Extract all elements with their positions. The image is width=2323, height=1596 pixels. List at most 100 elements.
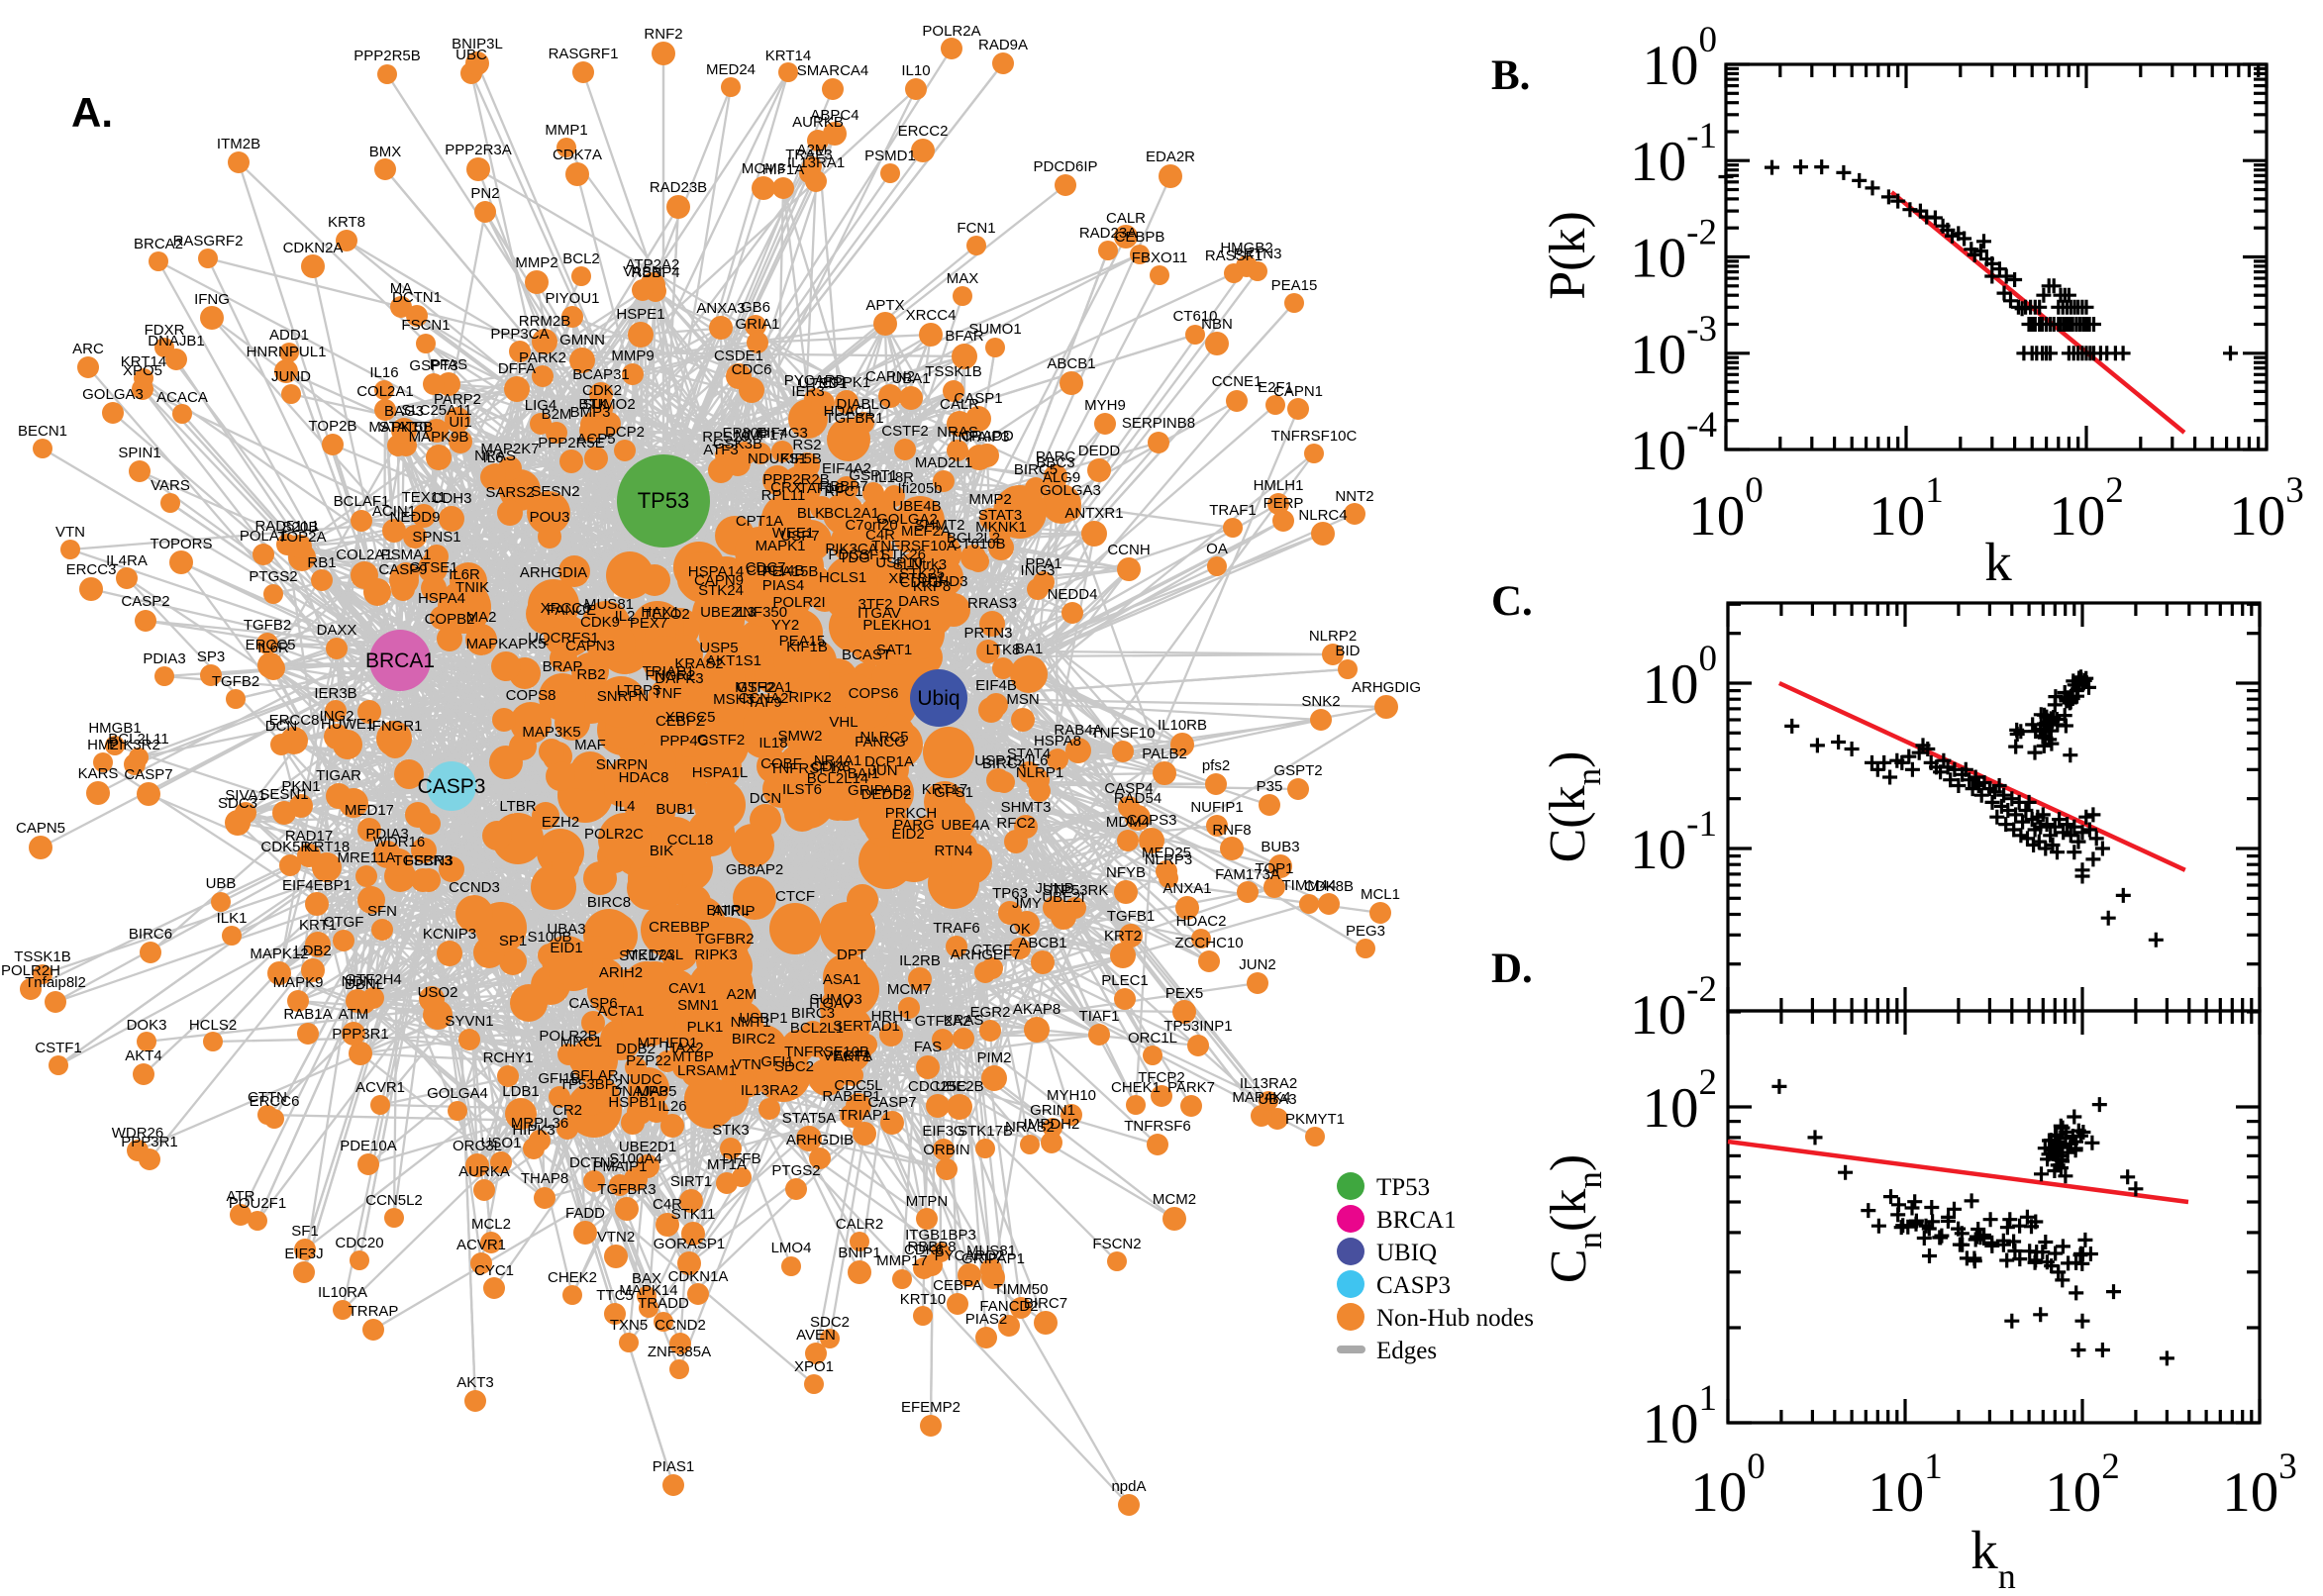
svg-text:LTBR: LTBR bbox=[499, 798, 536, 815]
svg-text:BCAST: BCAST bbox=[842, 647, 891, 663]
svg-text:SMARCA4: SMARCA4 bbox=[797, 62, 869, 79]
svg-text:SIRT1: SIRT1 bbox=[670, 1173, 712, 1190]
svg-text:TNIK: TNIK bbox=[455, 579, 489, 596]
svg-text:BRCA2: BRCA2 bbox=[134, 236, 183, 252]
svg-text:NLRC5: NLRC5 bbox=[859, 729, 908, 746]
svg-text:HDAC8: HDAC8 bbox=[619, 769, 669, 786]
svg-text:CDK6: CDK6 bbox=[904, 1242, 944, 1258]
svg-text:ATF3: ATF3 bbox=[703, 442, 739, 458]
svg-text:UTED1: UTED1 bbox=[798, 375, 847, 392]
svg-text:MAPK1: MAPK1 bbox=[756, 538, 806, 554]
svg-text:WDR26: WDR26 bbox=[112, 1125, 164, 1142]
svg-text:COPB2: COPB2 bbox=[425, 611, 475, 628]
svg-text:IL26: IL26 bbox=[657, 1098, 686, 1115]
svg-text:CDC25C: CDC25C bbox=[908, 1078, 967, 1095]
svg-text:JUN2: JUN2 bbox=[1239, 956, 1276, 973]
svg-text:BNIPL: BNIPL bbox=[706, 902, 749, 919]
svg-text:BID: BID bbox=[1335, 643, 1360, 659]
svg-text:IFNGR1: IFNGR1 bbox=[367, 718, 422, 735]
svg-text:TELO2: TELO2 bbox=[643, 606, 690, 623]
svg-text:BIRC3: BIRC3 bbox=[791, 1005, 835, 1022]
svg-text:PEX5: PEX5 bbox=[1165, 985, 1203, 1002]
svg-text:HSPA4: HSPA4 bbox=[418, 590, 465, 607]
svg-text:HSPA8: HSPA8 bbox=[1034, 733, 1081, 749]
svg-text:TGFB2: TGFB2 bbox=[244, 617, 291, 634]
svg-text:BRCA1: BRCA1 bbox=[1376, 1207, 1457, 1234]
svg-text:CALR: CALR bbox=[1106, 210, 1146, 227]
svg-text:ANTXR1: ANTXR1 bbox=[1064, 505, 1123, 522]
svg-text:NDN: NDN bbox=[342, 973, 374, 990]
svg-text:IL6: IL6 bbox=[1028, 752, 1049, 769]
svg-text:EFEMP2: EFEMP2 bbox=[901, 1399, 960, 1416]
svg-text:XRCC5: XRCC5 bbox=[665, 709, 716, 726]
svg-text:SNRPN: SNRPN bbox=[597, 688, 650, 705]
svg-text:RPS29: RPS29 bbox=[702, 429, 750, 446]
svg-text:DCTN1: DCTN1 bbox=[392, 289, 442, 306]
svg-text:AKT1S1: AKT1S1 bbox=[706, 652, 761, 669]
svg-text:CYC1: CYC1 bbox=[474, 1262, 514, 1279]
svg-text:BFAR: BFAR bbox=[945, 328, 983, 345]
svg-text:PPP2R5B: PPP2R5B bbox=[354, 48, 421, 64]
svg-text:TRRAP: TRRAP bbox=[349, 1303, 399, 1320]
svg-text:PFAS: PFAS bbox=[430, 356, 467, 373]
svg-text:MED17: MED17 bbox=[345, 802, 394, 819]
svg-text:IL13RA2: IL13RA2 bbox=[741, 1082, 798, 1099]
svg-text:PPP3CA: PPP3CA bbox=[490, 326, 549, 343]
svg-text:FANCE: FANCE bbox=[547, 602, 596, 619]
svg-text:ATRIP: ATRIP bbox=[712, 903, 755, 920]
svg-text:TOP2B: TOP2B bbox=[309, 418, 357, 435]
svg-text:USP10: USP10 bbox=[875, 554, 923, 571]
svg-text:UBB: UBB bbox=[206, 875, 237, 892]
svg-text:TRIAP1: TRIAP1 bbox=[839, 1107, 891, 1124]
svg-text:MT1A: MT1A bbox=[707, 1156, 747, 1173]
svg-text:DAPK3: DAPK3 bbox=[655, 670, 703, 687]
svg-text:UBE4A: UBE4A bbox=[941, 817, 989, 834]
svg-text:MYH10: MYH10 bbox=[1047, 1087, 1096, 1104]
svg-text:PPP4C: PPP4C bbox=[659, 733, 708, 749]
svg-text:CDH3: CDH3 bbox=[432, 490, 472, 507]
svg-text:ATM: ATM bbox=[339, 1006, 369, 1023]
svg-text:SPIN1: SPIN1 bbox=[118, 445, 160, 461]
svg-text:EIF4EBP1: EIF4EBP1 bbox=[282, 877, 352, 894]
svg-text:CHD3: CHD3 bbox=[928, 573, 968, 590]
svg-text:SUMO3: SUMO3 bbox=[809, 991, 861, 1008]
svg-text:EID2: EID2 bbox=[891, 826, 924, 843]
svg-text:EDA2R: EDA2R bbox=[1146, 149, 1195, 165]
svg-text:ACACA: ACACA bbox=[156, 389, 208, 406]
svg-text:PIM2: PIM2 bbox=[976, 1049, 1011, 1066]
svg-text:TAF9: TAF9 bbox=[747, 694, 782, 711]
svg-text:MAF: MAF bbox=[574, 737, 606, 753]
svg-text:EIF3G: EIF3G bbox=[922, 1123, 964, 1140]
svg-text:CDK8: CDK8 bbox=[811, 758, 851, 775]
svg-text:DNAJA3: DNAJA3 bbox=[611, 1083, 668, 1100]
svg-text:DARS: DARS bbox=[898, 593, 940, 610]
svg-text:DNAJB1: DNAJB1 bbox=[148, 333, 205, 349]
svg-text:PIAS4: PIAS4 bbox=[762, 577, 805, 594]
svg-text:Ifi205b: Ifi205b bbox=[897, 480, 942, 497]
svg-text:TRADD: TRADD bbox=[638, 1295, 689, 1312]
svg-text:GTF2A2: GTF2A2 bbox=[915, 1013, 971, 1030]
svg-text:EPPK1: EPPK1 bbox=[823, 374, 870, 391]
svg-text:RCHY1: RCHY1 bbox=[483, 1049, 534, 1066]
svg-text:PIYOU1: PIYOU1 bbox=[545, 290, 599, 307]
svg-text:CEBPA: CEBPA bbox=[933, 1277, 982, 1294]
svg-text:ITGAV: ITGAV bbox=[809, 995, 853, 1012]
svg-text:MYH9: MYH9 bbox=[1084, 397, 1126, 414]
svg-text:TP53: TP53 bbox=[638, 488, 690, 513]
svg-text:CFLAR: CFLAR bbox=[569, 1067, 618, 1084]
svg-text:DPT: DPT bbox=[837, 947, 866, 963]
svg-text:COBF: COBF bbox=[760, 755, 802, 772]
svg-text:SDC2: SDC2 bbox=[810, 1314, 850, 1331]
svg-text:PPP3R1: PPP3R1 bbox=[332, 1026, 389, 1043]
svg-text:CASP7: CASP7 bbox=[124, 766, 172, 783]
svg-text:BCL2L1: BCL2L1 bbox=[790, 1020, 844, 1037]
svg-text:CCND2: CCND2 bbox=[655, 1317, 706, 1334]
svg-text:BNIP3L: BNIP3L bbox=[452, 36, 503, 52]
svg-text:NEDD4: NEDD4 bbox=[1048, 586, 1098, 603]
svg-text:ALG9: ALG9 bbox=[1043, 469, 1080, 486]
svg-text:PEX7: PEX7 bbox=[630, 615, 667, 632]
svg-text:TNFRSF6: TNFRSF6 bbox=[1124, 1118, 1191, 1135]
svg-text:ERCC2: ERCC2 bbox=[898, 123, 949, 140]
svg-text:UBE2B: UBE2B bbox=[935, 1078, 983, 1095]
svg-text:ACTA1: ACTA1 bbox=[597, 1003, 644, 1020]
